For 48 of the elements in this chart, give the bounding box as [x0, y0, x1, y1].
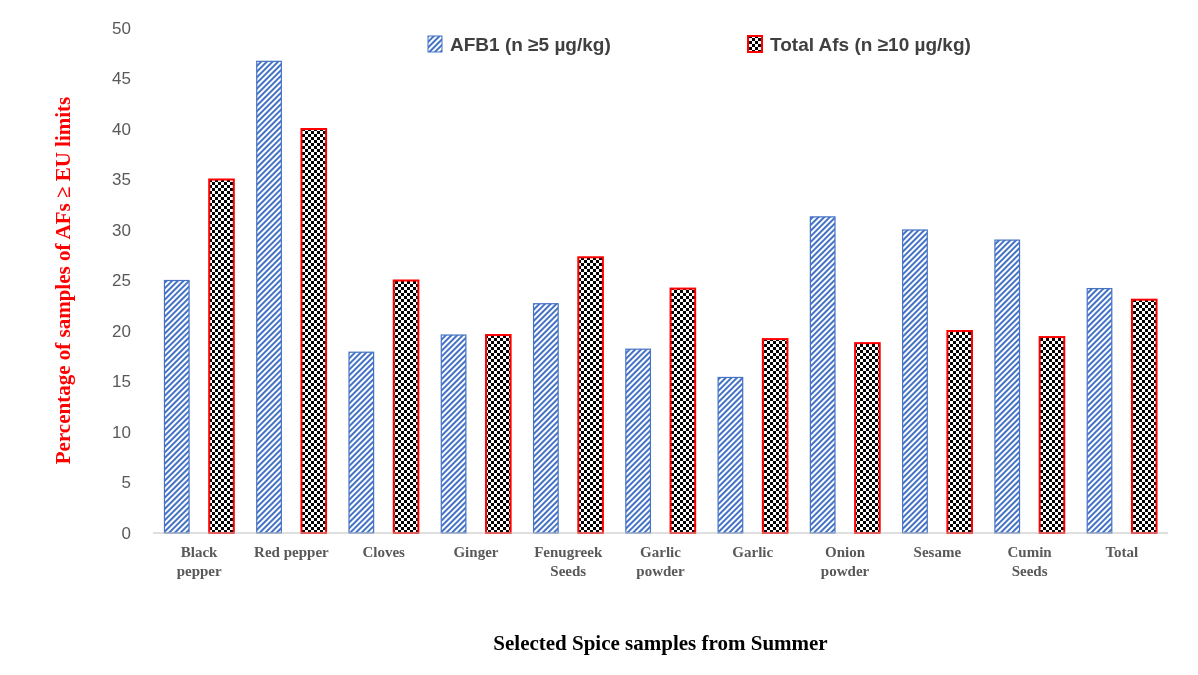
bar [902, 229, 928, 534]
x-tick-label: Fenugreek Seeds [534, 544, 603, 579]
y-tick-label: 5 [121, 473, 131, 493]
bar [163, 279, 190, 534]
y-tick-label: 40 [112, 119, 131, 139]
y-tick-label: 50 [112, 18, 131, 38]
x-tick-label: Cloves [362, 544, 406, 560]
x-tick-label: Black pepper [176, 544, 222, 579]
bar [854, 342, 881, 534]
bar [717, 376, 744, 534]
y-tick-label: 0 [121, 523, 131, 543]
y-tick-label: 30 [112, 220, 131, 240]
bar [1130, 298, 1158, 534]
x-tick-label: Garlic powder [636, 544, 685, 579]
x-tick-label: Onion powder [820, 544, 870, 579]
y-tick-label: 15 [112, 372, 131, 392]
bar [946, 330, 973, 534]
bar [577, 256, 604, 534]
y-tick-label: 10 [112, 422, 131, 442]
bar [300, 128, 328, 534]
x-tick-label: Total [1105, 544, 1139, 560]
bar [256, 60, 282, 534]
bar [669, 287, 697, 534]
bar [761, 338, 789, 534]
x-tick-label: Red pepper [254, 544, 330, 560]
y-axis-title: Percentage of samples of AFs ≥ EU limits [51, 96, 75, 465]
legend-label: Total Afs (n ≥10 µg/kg) [770, 33, 971, 55]
x-tick-label: Cumin Seeds [1007, 544, 1053, 579]
bar [348, 351, 375, 534]
bar [625, 348, 652, 534]
bar [208, 178, 235, 534]
x-axis-title: Selected Spice samples from Summer [493, 631, 828, 655]
bar [485, 334, 512, 534]
bar [994, 239, 1021, 534]
bar [532, 303, 559, 534]
x-tick-label: Sesame [913, 544, 962, 560]
x-tick-label: Garlic [732, 544, 774, 560]
legend-label: AFB1 (n ≥5 µg/kg) [450, 33, 611, 55]
bar [1086, 287, 1113, 534]
y-tick-label: 45 [112, 69, 131, 89]
y-tick-label: 20 [112, 321, 131, 341]
y-tick-label: 35 [112, 170, 131, 190]
y-tick-label: 25 [112, 271, 131, 291]
bar [1038, 336, 1066, 534]
x-tick-label: Ginger [453, 544, 499, 560]
bar [440, 334, 467, 534]
bar [809, 216, 836, 534]
bar [392, 279, 420, 534]
